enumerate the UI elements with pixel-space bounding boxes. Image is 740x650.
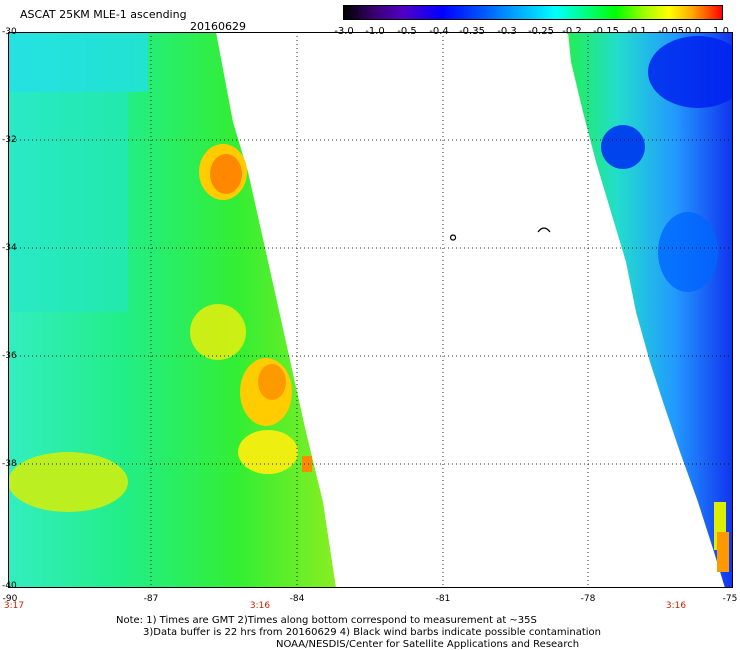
lon-label: -90 xyxy=(2,594,18,604)
lon-label: -78 xyxy=(580,594,596,604)
time-label: 3:16 xyxy=(249,601,271,611)
color-scale-label: -0.3 xyxy=(497,26,517,37)
lon-label: -87 xyxy=(143,594,159,604)
color-scale-label: -0.15 xyxy=(593,26,619,37)
lon-label: -81 xyxy=(435,594,451,604)
lon-label: -84 xyxy=(289,594,305,604)
time-label: 3:17 xyxy=(3,601,25,611)
color-scale-label: -0.1 xyxy=(627,26,647,37)
lat-label: -32 xyxy=(2,135,17,145)
color-scale-label: -1.0 xyxy=(365,26,385,37)
note-credit: NOAA/NESDIS/Center for Satellite Applica… xyxy=(276,639,580,650)
lat-label: -30 xyxy=(2,27,17,37)
lon-label: -75 xyxy=(722,594,738,604)
lat-label: -38 xyxy=(2,459,17,469)
color-scale-label: 1.0 xyxy=(713,26,729,37)
time-label: 3:16 xyxy=(665,601,687,611)
note-line: Note: 1) Times are GMT 2)Times along bot… xyxy=(116,615,537,626)
color-scale-label: 0.0 xyxy=(685,26,701,37)
note-line: 3)Data buffer is 22 hrs from 20160629 4)… xyxy=(143,627,601,638)
color-scale-label: -3.0 xyxy=(334,26,354,37)
right-swath xyxy=(568,32,733,588)
lat-label: -34 xyxy=(2,243,17,253)
map-title: ASCAT 25KM MLE-1 ascending xyxy=(20,8,187,21)
left-swath xyxy=(8,32,336,588)
lat-label: -36 xyxy=(2,351,17,361)
color-scale-labels: -3.0 -1.0 -0.5 -0.4 -0.35 -0.3 -0.25 -0.… xyxy=(331,26,735,40)
color-scale-label: -0.2 xyxy=(562,26,582,37)
map-date: 20160629 xyxy=(190,20,246,33)
color-scale-label: -0.05 xyxy=(658,26,684,37)
color-scale-bar xyxy=(343,5,723,20)
lat-label: -40 xyxy=(2,581,17,591)
grid-lines xyxy=(8,32,733,588)
color-scale-label: -0.25 xyxy=(528,26,554,37)
color-scale-label: -0.5 xyxy=(397,26,417,37)
contamination-markers xyxy=(449,227,551,241)
scatterometer-map xyxy=(8,32,733,588)
color-scale-label: -0.4 xyxy=(429,26,449,37)
map-frame xyxy=(8,32,733,588)
color-scale-label: -0.35 xyxy=(459,26,485,37)
